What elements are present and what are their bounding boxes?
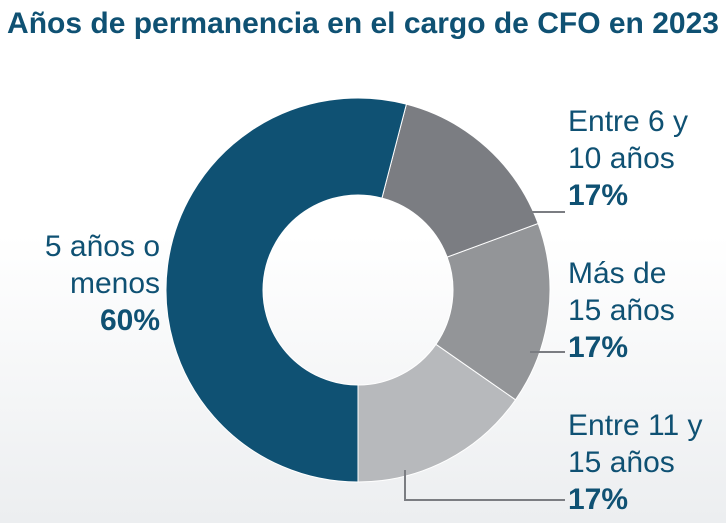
value-label: 60% bbox=[99, 304, 160, 337]
category-label: 5 años o menos bbox=[44, 230, 160, 300]
category-label: Entre 11 y 15 años bbox=[568, 409, 703, 479]
value-label: 17% bbox=[568, 179, 629, 212]
leader-line bbox=[404, 470, 565, 501]
category-label: Entre 6 y 10 años bbox=[568, 105, 689, 175]
slice-label: Entre 11 y 15 años 17% bbox=[568, 407, 726, 518]
donut-slice bbox=[381, 103, 539, 258]
slice-label: 5 años o menos 60% bbox=[10, 228, 160, 339]
value-label: 17% bbox=[568, 331, 629, 364]
slice-label: Más de 15 años 17% bbox=[568, 255, 698, 366]
leader-lines bbox=[404, 211, 565, 501]
donut-slice bbox=[435, 222, 551, 401]
chart-title: Años de permanencia en el cargo de CFO e… bbox=[7, 7, 719, 40]
value-label: 17% bbox=[568, 483, 629, 516]
donut-slice bbox=[357, 343, 517, 483]
category-label: Más de 15 años bbox=[568, 257, 675, 327]
slice-label: Entre 6 y 10 años 17% bbox=[568, 103, 718, 214]
donut-slice bbox=[165, 97, 407, 483]
